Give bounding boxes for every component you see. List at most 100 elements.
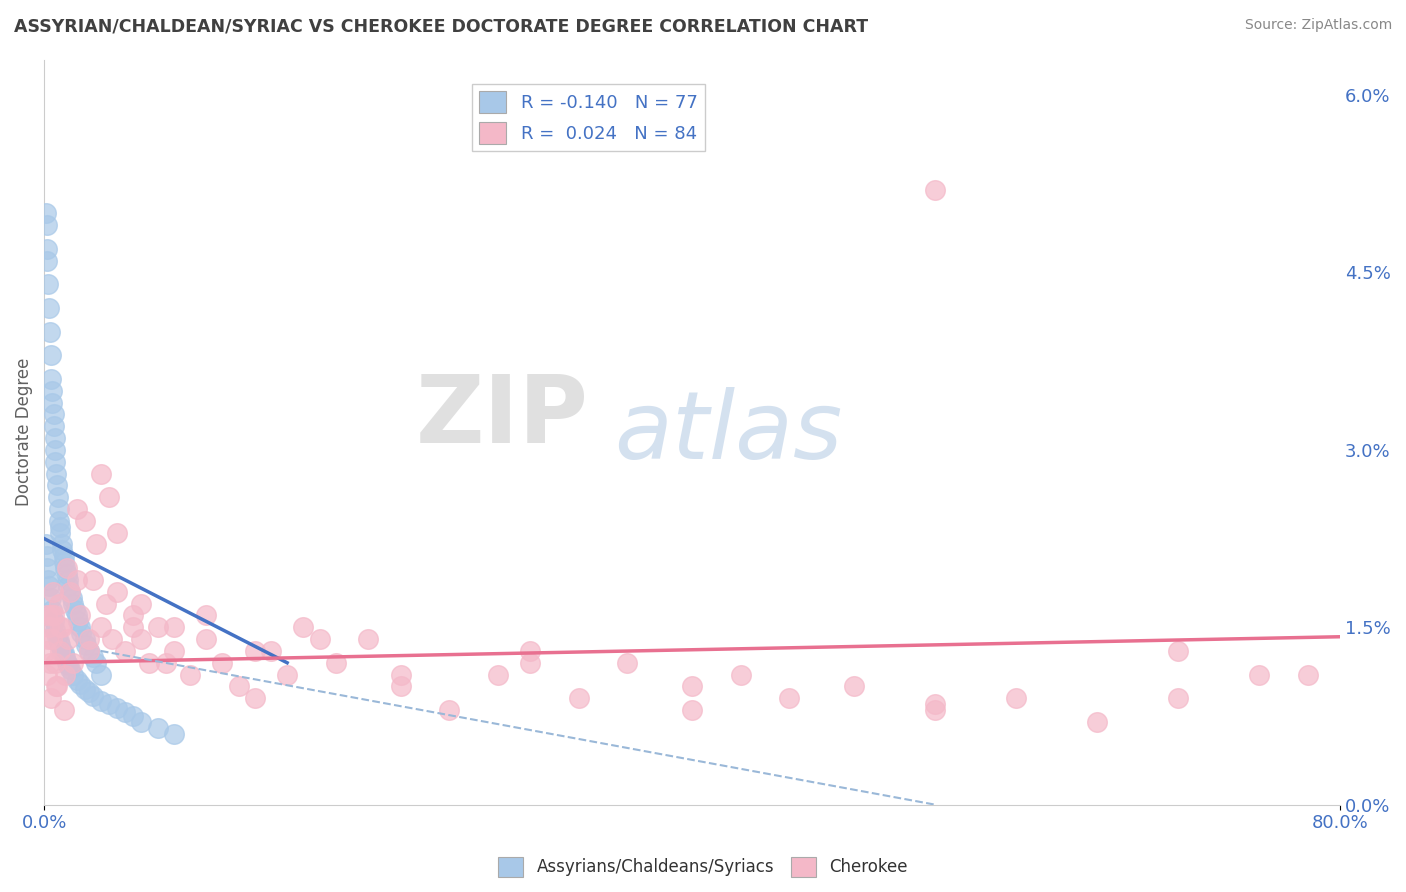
Point bbox=[79, 644, 101, 658]
Point bbox=[42, 608, 65, 623]
Point bbox=[46, 680, 69, 694]
Point bbox=[69, 620, 91, 634]
Point bbox=[90, 467, 112, 481]
Point bbox=[51, 537, 73, 551]
Point bbox=[52, 646, 75, 660]
Point bbox=[70, 626, 93, 640]
Point bbox=[389, 667, 412, 681]
Point bbox=[1085, 714, 1108, 729]
Point bbox=[42, 408, 65, 422]
Point bbox=[35, 644, 58, 658]
Point bbox=[56, 561, 79, 575]
Point bbox=[146, 721, 169, 735]
Point bbox=[35, 206, 58, 220]
Point bbox=[59, 584, 82, 599]
Point bbox=[37, 573, 59, 587]
Point bbox=[131, 714, 153, 729]
Point bbox=[41, 602, 63, 616]
Point bbox=[48, 514, 70, 528]
Point bbox=[79, 685, 101, 699]
Point bbox=[65, 573, 87, 587]
Point bbox=[163, 727, 186, 741]
Point bbox=[35, 218, 58, 232]
Point bbox=[39, 691, 62, 706]
Point bbox=[97, 490, 120, 504]
Point bbox=[58, 573, 80, 587]
Point bbox=[42, 584, 65, 599]
Point bbox=[46, 478, 69, 492]
Point bbox=[568, 691, 591, 706]
Point bbox=[90, 667, 112, 681]
Point bbox=[39, 372, 62, 386]
Point bbox=[62, 667, 84, 681]
Point bbox=[56, 567, 79, 582]
Point bbox=[122, 608, 145, 623]
Point bbox=[1167, 644, 1189, 658]
Point bbox=[163, 620, 186, 634]
Point bbox=[131, 597, 153, 611]
Point bbox=[1167, 691, 1189, 706]
Point bbox=[44, 431, 66, 445]
Point bbox=[44, 442, 66, 457]
Point bbox=[105, 700, 128, 714]
Point bbox=[37, 253, 59, 268]
Point bbox=[51, 644, 73, 658]
Point bbox=[228, 680, 250, 694]
Point bbox=[519, 644, 541, 658]
Point bbox=[39, 591, 62, 605]
Point bbox=[101, 632, 124, 646]
Point bbox=[48, 597, 70, 611]
Point bbox=[65, 673, 87, 688]
Point bbox=[924, 183, 946, 197]
Point bbox=[67, 615, 90, 629]
Point bbox=[41, 632, 63, 646]
Point bbox=[84, 537, 107, 551]
Point bbox=[38, 620, 60, 634]
Point bbox=[44, 656, 66, 670]
Point bbox=[97, 697, 120, 711]
Point bbox=[48, 634, 70, 648]
Point bbox=[1249, 667, 1271, 681]
Y-axis label: Doctorate Degree: Doctorate Degree bbox=[15, 358, 32, 507]
Point bbox=[195, 632, 218, 646]
Point bbox=[94, 597, 117, 611]
Point bbox=[90, 620, 112, 634]
Text: atlas: atlas bbox=[614, 386, 842, 477]
Point bbox=[62, 597, 84, 611]
Point bbox=[82, 649, 104, 664]
Point bbox=[58, 658, 80, 673]
Point bbox=[52, 549, 75, 564]
Text: ASSYRIAN/CHALDEAN/SYRIAC VS CHEROKEE DOCTORATE DEGREE CORRELATION CHART: ASSYRIAN/CHALDEAN/SYRIAC VS CHEROKEE DOC… bbox=[14, 18, 868, 36]
Text: ZIP: ZIP bbox=[416, 371, 589, 463]
Point bbox=[46, 490, 69, 504]
Point bbox=[46, 630, 69, 644]
Point bbox=[60, 591, 83, 605]
Point bbox=[75, 638, 97, 652]
Point bbox=[243, 691, 266, 706]
Point bbox=[35, 537, 58, 551]
Point bbox=[155, 656, 177, 670]
Point bbox=[105, 525, 128, 540]
Point bbox=[681, 703, 703, 717]
Point bbox=[51, 543, 73, 558]
Point bbox=[260, 644, 283, 658]
Point bbox=[52, 703, 75, 717]
Point bbox=[49, 644, 72, 658]
Point bbox=[41, 395, 63, 409]
Point bbox=[146, 620, 169, 634]
Point bbox=[292, 620, 315, 634]
Point bbox=[37, 242, 59, 256]
Point bbox=[59, 662, 82, 676]
Point bbox=[924, 703, 946, 717]
Point bbox=[122, 709, 145, 723]
Point bbox=[49, 620, 72, 634]
Point bbox=[924, 697, 946, 711]
Point bbox=[49, 520, 72, 534]
Point bbox=[53, 667, 76, 681]
Point bbox=[243, 644, 266, 658]
Point bbox=[84, 656, 107, 670]
Point bbox=[69, 677, 91, 691]
Point bbox=[37, 632, 59, 646]
Point bbox=[53, 649, 76, 664]
Point bbox=[114, 644, 136, 658]
